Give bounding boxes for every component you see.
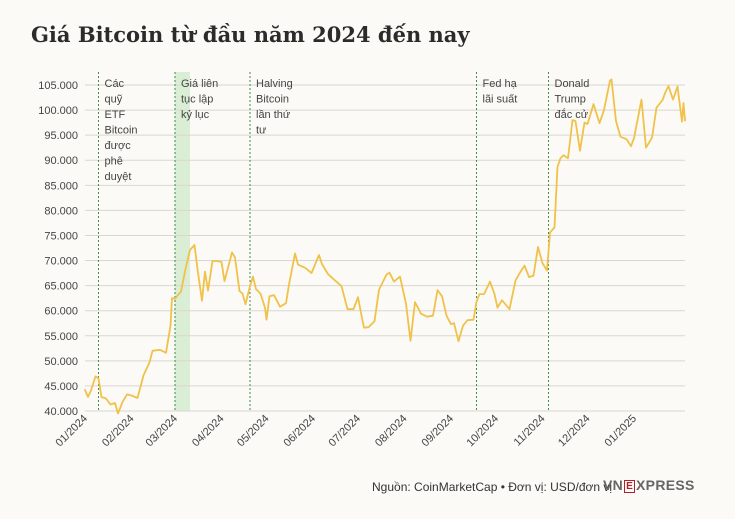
y-tick-label: 50.000 <box>44 356 78 368</box>
bitcoin-price-line <box>84 78 686 415</box>
y-tick-label: 55.000 <box>44 331 78 343</box>
x-tick-label: 10/2024 <box>465 413 502 450</box>
y-tick-label: 85.000 <box>44 180 78 192</box>
x-tick-label: 01/2024 <box>54 413 91 450</box>
y-tick-label: 80.000 <box>44 205 78 217</box>
record-highs-band <box>175 72 190 411</box>
event-label: Fed hạ lãi suất <box>483 78 518 106</box>
source-note: Nguồn: CoinMarketCap • Đơn vị: USD/đơn v… <box>372 480 613 494</box>
x-tick-label: 03/2024 <box>144 413 181 450</box>
x-tick-label: 12/2024 <box>556 413 593 450</box>
logo-e-mark: E <box>624 480 636 493</box>
x-tick-label: 09/2024 <box>420 413 457 450</box>
y-tick-label: 75.000 <box>44 230 78 242</box>
event-label: Giá liên tục lập kỷ lục <box>181 78 218 121</box>
y-tick-label: 60.000 <box>44 306 78 318</box>
y-tick-label: 45.000 <box>44 381 78 393</box>
y-tick-label: 65.000 <box>44 281 78 293</box>
y-tick-label: 95.000 <box>44 130 78 142</box>
y-tick-label: 40.000 <box>44 406 78 418</box>
x-tick-label: 04/2024 <box>190 413 227 450</box>
y-tick-label: 105.000 <box>38 80 78 92</box>
y-tick-label: 90.000 <box>44 155 78 167</box>
vnexpress-logo: VN E XPRESS <box>603 477 695 493</box>
x-tick-label: 05/2024 <box>235 413 272 450</box>
event-label: Các quỹ ETF Bitcoin được phê duyệt <box>105 78 138 183</box>
x-tick-label: 06/2024 <box>282 413 319 450</box>
x-tick-label: 08/2024 <box>373 413 410 450</box>
logo-vn: VN <box>603 477 624 493</box>
y-tick-label: 70.000 <box>44 256 78 268</box>
event-label: Donald Trump đắc cử <box>555 78 590 121</box>
event-label: Halving Bitcoin lần thứ tư <box>256 78 293 137</box>
x-tick-label: 07/2024 <box>327 413 364 450</box>
logo-xpress: XPRESS <box>636 477 695 493</box>
x-tick-label: 11/2024 <box>512 413 548 449</box>
chart-title: Giá Bitcoin từ đầu năm 2024 đến nay <box>31 22 470 47</box>
x-tick-label: 01/2025 <box>603 413 640 450</box>
y-tick-label: 100.000 <box>38 105 78 117</box>
x-tick-label: 02/2024 <box>100 413 137 450</box>
